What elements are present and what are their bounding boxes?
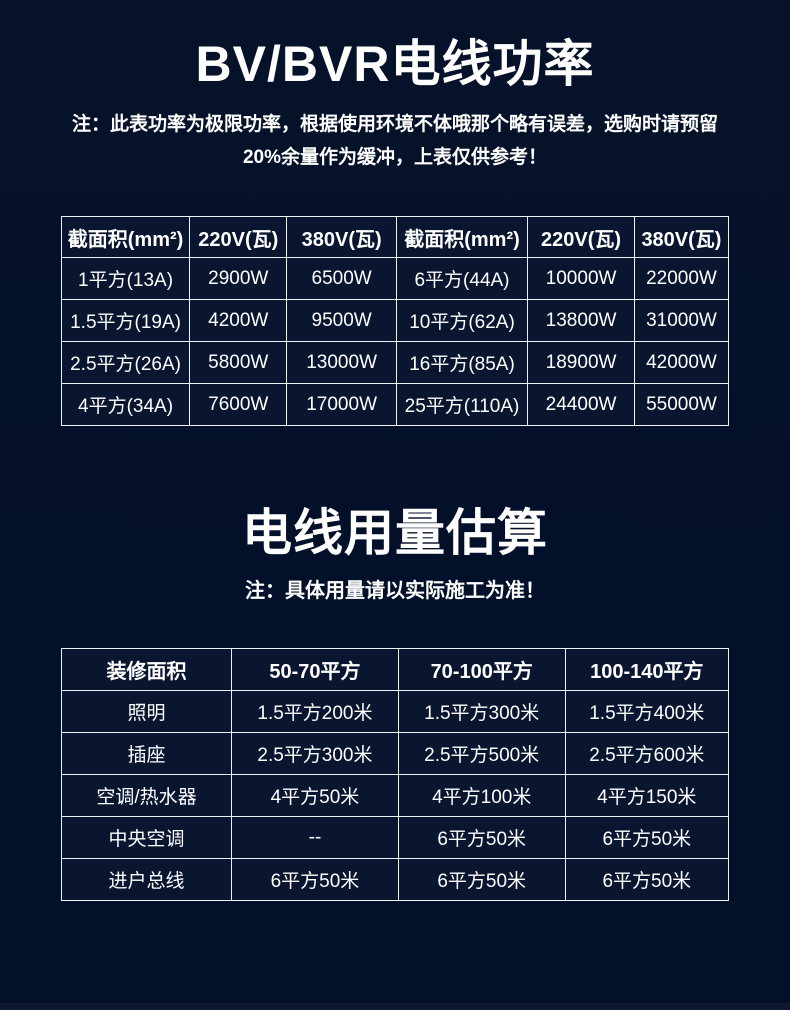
table-cell: 1.5平方(19A): [60, 299, 191, 342]
header-cell: 380V(瓦): [286, 216, 397, 258]
table-row: 空调/热水器 4平方50米 4平方100米 4平方150米: [60, 774, 730, 817]
table-cell: 10平方(62A): [395, 299, 529, 342]
section1-note-line2: 20%余量作为缓冲，上表仅供参考！: [242, 147, 548, 168]
table-cell: 2.5平方300米: [231, 732, 399, 775]
wire-power-table: 截面积(mm²) 220V(瓦) 380V(瓦) 截面积(mm²) 220V(瓦) 380…: [60, 216, 730, 426]
header-cell: 50-70平方: [231, 648, 399, 691]
table-cell: 1.5平方200米: [231, 690, 399, 733]
table-cell: 16平方(85A): [395, 341, 529, 384]
table-cell: 7600W: [189, 383, 288, 426]
table-cell: 10000W: [527, 257, 635, 300]
table-cell: 2.5平方500米: [397, 732, 566, 775]
section1-title: BV/BVR电线功率: [195, 36, 595, 92]
table-cell: 插座: [60, 732, 233, 775]
table-cell: 55000W: [633, 383, 730, 426]
table-cell: 6平方(44A): [395, 257, 529, 300]
header-cell: 100-140平方: [564, 648, 730, 691]
table-cell: 1.5平方400米: [564, 690, 730, 733]
table-cell: 9500W: [286, 299, 397, 342]
table-cell: 2.5平方(26A): [60, 341, 191, 384]
table-cell: 42000W: [633, 341, 730, 384]
table-cell: 1.5平方300米: [397, 690, 566, 733]
table-row: 进户总线 6平方50米 6平方50米 6平方50米: [60, 858, 730, 901]
section2-title: 电线用量估算: [242, 505, 548, 561]
section1-note: 注：此表功率为极限功率，根据使用环境不体哦那个略有误差，选购时请预留 20%余量…: [0, 108, 790, 174]
wire-usage-table: 装修面积 50-70平方 70-100平方 100-140平方 照明 1.5平方200米…: [60, 648, 730, 901]
header-cell: 380V(瓦): [633, 216, 730, 258]
table-cell: 22000W: [633, 257, 730, 300]
table-header-row: 装修面积 50-70平方 70-100平方 100-140平方: [60, 648, 730, 691]
table-cell: 6平方50米: [231, 858, 399, 901]
table-cell: 2900W: [189, 257, 288, 300]
table-cell: 4平方100米: [397, 774, 566, 817]
table-row: 1平方(13A) 2900W 6500W 6平方(44A) 10000W 22000W: [60, 257, 730, 300]
table-cell: 6平方50米: [397, 816, 566, 859]
table-row: 插座 2.5平方300米 2.5平方500米 2.5平方600米: [60, 732, 730, 775]
table-cell: 4平方50米: [231, 774, 399, 817]
table-cell: 照明: [60, 690, 233, 733]
table-cell: 6500W: [286, 257, 397, 300]
table-row: 照明 1.5平方200米 1.5平方300米 1.5平方400米: [60, 690, 730, 733]
table-cell: 6平方50米: [564, 858, 730, 901]
header-cell: 220V(瓦): [527, 216, 635, 258]
header-cell: 220V(瓦): [189, 216, 288, 258]
header-cell: 截面积(mm²): [395, 216, 529, 258]
table-cell: 24400W: [527, 383, 635, 426]
table-row: 2.5平方(26A) 5800W 13000W 16平方(85A) 18900W 4200…: [60, 341, 730, 384]
table-cell: 4200W: [189, 299, 288, 342]
table-cell: 4平方(34A): [60, 383, 191, 426]
table-header-row: 截面积(mm²) 220V(瓦) 380V(瓦) 截面积(mm²) 220V(瓦) 380…: [60, 216, 730, 258]
table-row: 1.5平方(19A) 4200W 9500W 10平方(62A) 13800W 31000…: [60, 299, 730, 342]
table-cell: 2.5平方600米: [564, 732, 730, 775]
table-cell: 1平方(13A): [60, 257, 191, 300]
table-cell: --: [231, 816, 399, 859]
table-cell: 31000W: [633, 299, 730, 342]
header-cell: 截面积(mm²): [60, 216, 191, 258]
header-cell: 70-100平方: [397, 648, 566, 691]
table-cell: 4平方150米: [564, 774, 730, 817]
table-row: 中央空调 -- 6平方50米 6平方50米: [60, 816, 730, 859]
table-cell: 中央空调: [60, 816, 233, 859]
table-cell: 进户总线: [60, 858, 233, 901]
table-cell: 25平方(110A): [395, 383, 529, 426]
table-cell: 6平方50米: [397, 858, 566, 901]
table-cell: 18900W: [527, 341, 635, 384]
section1-note-line1: 注：此表功率为极限功率，根据使用环境不体哦那个略有误差，选购时请预留: [71, 114, 718, 135]
table-cell: 空调/热水器: [60, 774, 233, 817]
table-cell: 5800W: [189, 341, 288, 384]
section2-note: 注：具体用量请以实际施工为准！: [245, 580, 545, 602]
table-cell: 6平方50米: [564, 816, 730, 859]
table-cell: 13000W: [286, 341, 397, 384]
footer-strip: [0, 1003, 790, 1010]
header-cell: 装修面积: [60, 648, 233, 691]
table-cell: 13800W: [527, 299, 635, 342]
table-row: 4平方(34A) 7600W 17000W 25平方(110A) 24400W 55000…: [60, 383, 730, 426]
table-cell: 17000W: [286, 383, 397, 426]
